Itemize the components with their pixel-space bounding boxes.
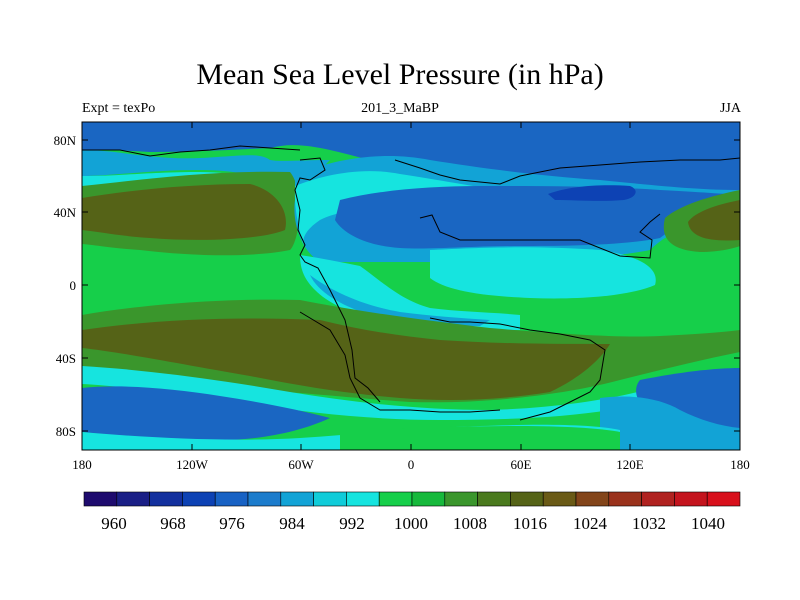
chart-title: Mean Sea Level Pressure (in hPa) [196, 58, 604, 91]
colorbar-swatch [83, 491, 118, 507]
colorbar-label-1024: 1024 [573, 514, 608, 533]
colorbar-swatch [346, 491, 380, 507]
colorbar-swatch [214, 491, 249, 507]
experiment-label: Expt = texPo [82, 101, 156, 116]
x-tick-120e: 120E [616, 457, 644, 472]
colorbar-label-1000: 1000 [394, 514, 428, 533]
field-southern-cyan-east [600, 396, 740, 450]
colorbar-swatch [641, 491, 675, 507]
y-tick-0: 0 [70, 278, 77, 293]
colorbar-swatch [575, 491, 610, 507]
colorbar-swatch [116, 491, 150, 507]
x-tick-0: 0 [408, 457, 415, 472]
field-north-cyan [82, 150, 330, 190]
colorbar-label-1016: 1016 [513, 514, 547, 533]
x-tick-180w: 180 [72, 457, 92, 472]
x-axis [81, 122, 741, 450]
colorbar-label-984: 984 [279, 514, 305, 533]
x-tick-60e: 60E [511, 457, 532, 472]
colorbar-swatch [706, 491, 741, 507]
colorbar-swatch [411, 491, 446, 507]
season-label: JJA [719, 101, 741, 116]
coastline-south-africa [429, 317, 606, 421]
colorbar-swatch [674, 491, 708, 507]
colorbar-label-1040: 1040 [691, 514, 725, 533]
colorbar-swatch [608, 491, 642, 507]
colorbar-swatch [378, 491, 413, 507]
field-southern-low-west [82, 386, 330, 440]
colorbar-labels: 960 968 976 984 992 1000 1008 1016 1024 … [101, 514, 725, 533]
colorbar-swatch [280, 491, 314, 507]
field-pacific-high-core [82, 184, 286, 240]
coastline-south-america [299, 311, 501, 413]
field-india-cyan [430, 247, 656, 299]
y-tick-80s: 80S [56, 424, 76, 439]
coastline-greenland [82, 145, 301, 157]
colorbar-label-960: 960 [101, 514, 127, 533]
colorbar-label-1008: 1008 [453, 514, 487, 533]
colorbar-swatch [477, 491, 511, 507]
y-tick-40s: 40S [56, 351, 76, 366]
colorbar-label-968: 968 [160, 514, 186, 533]
run-label: 201_3_MaBP [361, 101, 439, 116]
colorbar-swatch [149, 491, 183, 507]
x-tick-120w: 120W [176, 457, 209, 472]
colorbar-swatch [444, 491, 478, 507]
coastline-africa [419, 213, 661, 259]
colorbar-swatch [247, 491, 282, 507]
colorbar-label-976: 976 [219, 514, 245, 533]
field-southern-cyan [82, 366, 740, 420]
colorbar-label-992: 992 [339, 514, 365, 533]
colorbar [83, 491, 741, 507]
x-tick-60w: 60W [288, 457, 314, 472]
colorbar-swatch [313, 491, 347, 507]
colorbar-label-1032: 1032 [632, 514, 666, 533]
field-antarctic-green [340, 426, 620, 450]
field-eurasia-low [335, 186, 740, 249]
coastline-americas [294, 157, 381, 403]
field-arctic-low [82, 122, 740, 191]
pressure-field [82, 122, 740, 450]
field-asia-deep-low [548, 185, 636, 201]
y-tick-80n: 80N [54, 133, 77, 148]
colorbar-swatch [182, 491, 216, 507]
coastlines [82, 145, 740, 421]
colorbar-swatch [510, 491, 544, 507]
coastline-eurasia [394, 157, 740, 185]
x-tick-180e: 180 [730, 457, 750, 472]
colorbar-swatch [542, 491, 577, 507]
y-axis [82, 139, 740, 432]
field-atlantic-cyan2 [310, 275, 490, 326]
y-tick-40n: 40N [54, 205, 77, 220]
field-east-high-core [688, 200, 740, 241]
